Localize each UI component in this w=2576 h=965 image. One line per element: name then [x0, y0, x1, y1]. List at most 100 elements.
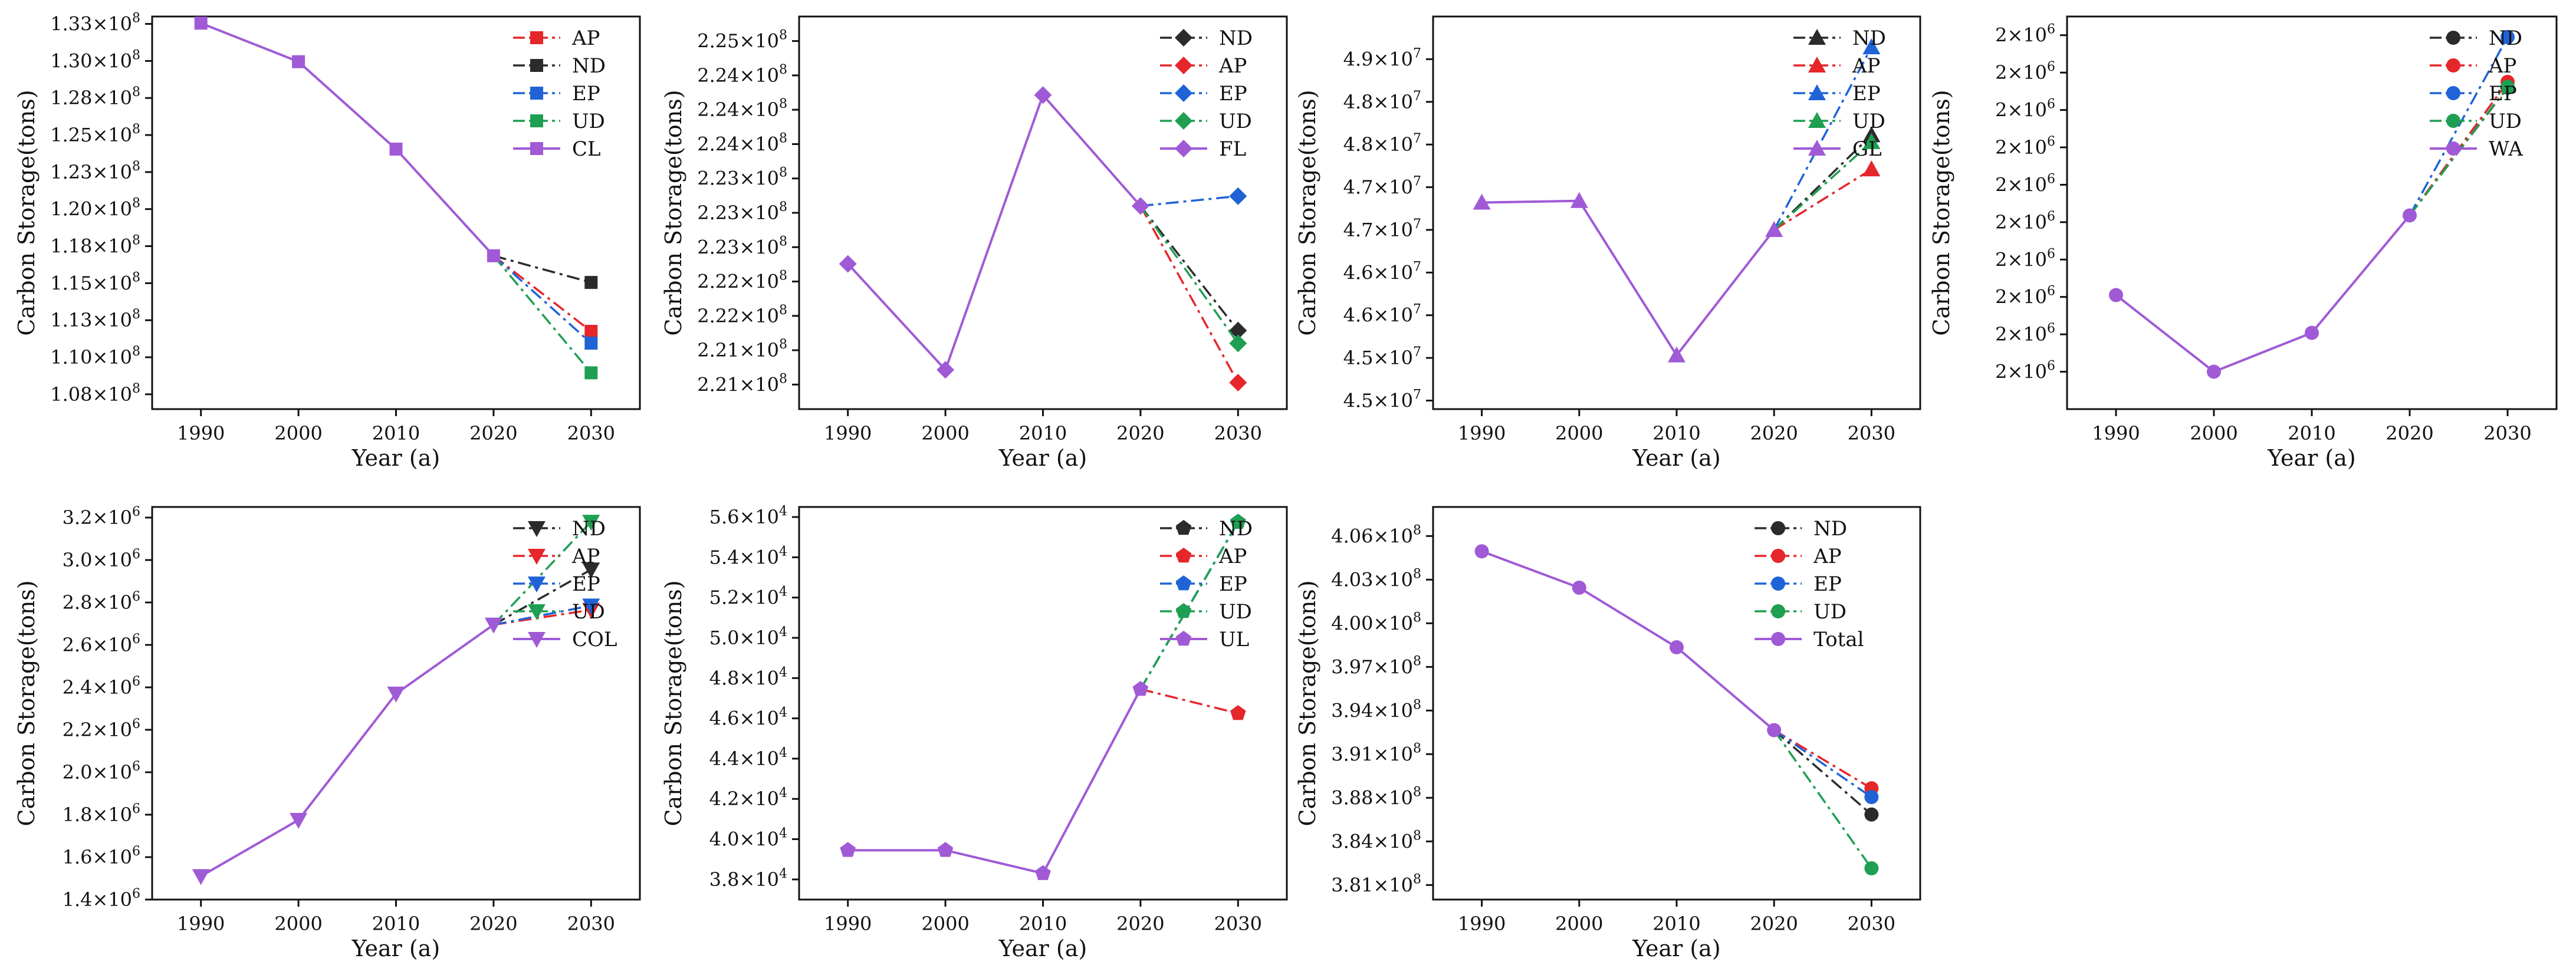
- data-point-GL-1990: [1473, 193, 1491, 210]
- y-tick-label: 2.24×108: [697, 131, 787, 155]
- y-tick-label: 1.30×108: [50, 48, 140, 72]
- legend-label-ND: ND: [572, 517, 606, 541]
- legend-marker-ND: [1175, 520, 1192, 535]
- series-line-COL: [200, 624, 495, 878]
- legend-label-UD: UD: [572, 110, 605, 133]
- y-tick-label: 2.22×108: [697, 303, 787, 327]
- legend-marker-FL: [1175, 140, 1192, 157]
- y-axis-label: Carbon Storage(tons): [14, 90, 40, 335]
- x-tick-label: 1990: [824, 422, 872, 444]
- legend-marker-Total: [1771, 632, 1786, 646]
- legend-label-EP: EP: [572, 572, 600, 596]
- legend-marker-ND: [2446, 31, 2460, 45]
- legend: ND AP EP UD FL: [1160, 27, 1253, 161]
- series-line-EP: [1773, 47, 1872, 230]
- plot-frame: [151, 506, 641, 901]
- x-tick-label: 2000: [921, 913, 969, 935]
- data-point-CL-2000: [292, 55, 305, 68]
- data-point-EP-2030: [582, 598, 600, 615]
- legend-marker-WA: [2446, 141, 2460, 156]
- legend-marker-EP: [528, 577, 546, 592]
- y-tick-label: 5.2×104: [709, 585, 787, 609]
- legend-marker-CL: [530, 142, 543, 155]
- series-line-Total: [1481, 550, 1775, 732]
- legend-label-UD: UD: [572, 600, 605, 624]
- x-tick-label: 2020: [469, 422, 517, 444]
- chart-panel-4: 1990 2000 2010 2020 2030 Year (a) 2×106 2×106 2×…: [1928, 15, 2558, 471]
- x-tick-label: 2030: [567, 913, 615, 935]
- y-tick-label: 4.00×108: [1331, 610, 1421, 634]
- legend-label-ND: ND: [1813, 517, 1847, 541]
- legend-marker-ND: [530, 59, 543, 72]
- y-tick-label: 3.8×104: [709, 867, 787, 891]
- data-point-AP-2030: [1230, 705, 1246, 720]
- data-point-Total-1990: [1474, 544, 1489, 559]
- data-point-COL-2020: [484, 617, 502, 634]
- chart-panel-7: 1990 2000 2010 2020 2030 Year (a) 3.81×108 3.84…: [1294, 506, 1921, 961]
- legend-marker-EP: [2446, 86, 2460, 100]
- data-point-EP-2030: [1862, 38, 1881, 55]
- x-tick-label: 2030: [1848, 422, 1895, 444]
- y-tick-label: 4.5×107: [1343, 345, 1421, 369]
- legend-label-AP: AP: [1852, 54, 1880, 78]
- y-tick-label: 2×106: [1995, 60, 2055, 84]
- x-axis-label: Year (a): [998, 445, 1087, 471]
- y-tick-label: 4.7×107: [1343, 217, 1421, 241]
- y-tick-label: 2×106: [1995, 359, 2055, 383]
- x-tick-label: 2010: [1019, 913, 1067, 935]
- legend: ND AP EP UD GL: [1793, 27, 1886, 161]
- x-axis-label: Year (a): [998, 936, 1087, 961]
- chart-panel-6: 1990 2000 2010 2020 2030 Year (a) 3.8×104 4.0×1…: [661, 504, 1288, 961]
- y-tick-label: 4.6×107: [1343, 302, 1421, 327]
- x-tick-label: 2010: [1652, 422, 1700, 444]
- data-point-UD-2030: [2501, 80, 2515, 94]
- y-tick-label: 2×106: [1995, 284, 2055, 308]
- legend: ND AP EP UD COL: [513, 517, 617, 651]
- y-axis-label: Carbon Storage(tons): [1294, 580, 1320, 826]
- data-point-UD-2030: [1862, 133, 1881, 149]
- plot-frame: [151, 15, 641, 410]
- y-tick-label: 5.6×104: [709, 504, 787, 528]
- y-tick-label: 2×106: [1995, 22, 2055, 47]
- data-point-FL-1990: [839, 255, 857, 273]
- plot-frame: [2066, 15, 2558, 410]
- data-point-EP-2030: [584, 337, 598, 350]
- legend-label-UD: UD: [1219, 600, 1252, 624]
- series-line-ND: [493, 568, 592, 626]
- legend-label-AP: AP: [1218, 545, 1247, 568]
- legend-label-ND: ND: [572, 54, 606, 78]
- x-axis-label: Year (a): [1632, 936, 1720, 961]
- legend-label-UL: UL: [1219, 628, 1249, 651]
- data-point-AP-2030: [584, 325, 598, 338]
- legend-marker-GL: [1808, 140, 1826, 156]
- x-tick-label: 2030: [1214, 913, 1262, 935]
- data-point-UD-2030: [1230, 513, 1246, 529]
- x-tick-label: 2020: [1750, 913, 1798, 935]
- plot-frame: [1432, 506, 1921, 901]
- series-line-GL: [1481, 199, 1775, 358]
- data-point-WA-1990: [2109, 288, 2123, 302]
- chart-panel-3: 1990 2000 2010 2020 2030 Year (a) 4.5×107 4.5×1…: [1294, 15, 1921, 471]
- data-point-ND-2030: [582, 562, 600, 579]
- y-tick-label: 1.8×106: [63, 802, 140, 826]
- x-tick-label: 2000: [2190, 422, 2237, 444]
- x-axis-label: Year (a): [351, 445, 440, 471]
- data-point-FL-2010: [1034, 86, 1052, 104]
- data-point-AP-2030: [1229, 374, 1247, 392]
- y-tick-label: 3.0×106: [63, 547, 140, 571]
- data-point-WA-2010: [2305, 325, 2319, 340]
- y-tick-label: 2.6×106: [63, 632, 140, 656]
- data-point-UD-2030: [582, 515, 600, 531]
- y-tick-label: 4.8×107: [1343, 89, 1421, 113]
- data-point-COL-2000: [290, 813, 308, 829]
- legend-marker-UD: [528, 604, 546, 620]
- y-tick-label: 3.94×108: [1331, 697, 1421, 722]
- legend-label-UD: UD: [2489, 110, 2522, 133]
- legend-label-COL: COL: [572, 628, 617, 651]
- series-line-ND: [1773, 729, 1872, 816]
- y-tick-label: 3.91×108: [1331, 741, 1421, 765]
- data-point-EP-2030: [1864, 790, 1879, 805]
- series-line-AP: [1773, 729, 1872, 789]
- series-line-UD: [492, 521, 592, 626]
- data-point-WA-2000: [2207, 364, 2221, 379]
